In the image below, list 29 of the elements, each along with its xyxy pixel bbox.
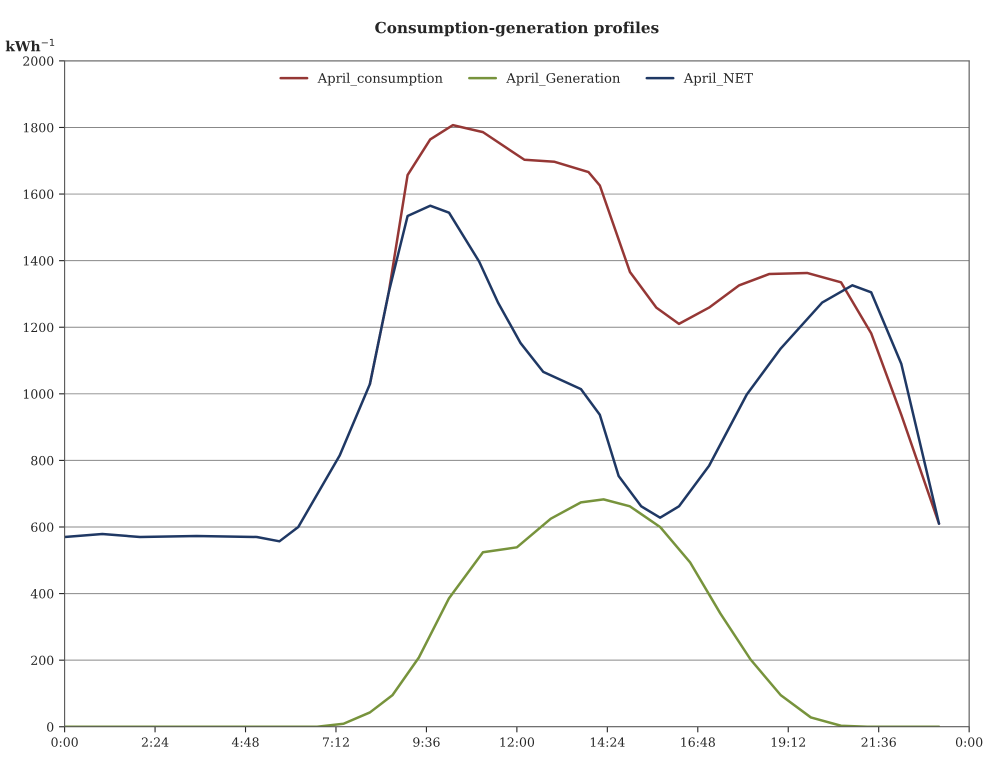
x-tick-label: 16:48 — [681, 737, 715, 747]
x-tick-label: 7:12 — [322, 737, 349, 747]
x-tick-label: 12:00 — [500, 737, 534, 747]
y-tick-label: 2000 — [23, 56, 54, 66]
x-tick-label: 4:48 — [232, 737, 259, 747]
legend-label: April_NET — [684, 72, 753, 86]
y-tick-label: 1200 — [24, 322, 54, 332]
x-tick-label: 21:36 — [862, 737, 896, 747]
y-tick-label: 400 — [30, 589, 54, 599]
x-tick-label: 2:24 — [142, 737, 168, 747]
y-tick-label: 600 — [31, 522, 54, 532]
legend-label: April_Generation — [506, 72, 620, 86]
line-series — [64, 498, 940, 727]
chart-title: Consumption-generation profiles — [375, 21, 659, 36]
y-tick-label: 1800 — [24, 122, 54, 132]
y-tick-label: 800 — [31, 456, 54, 466]
legend-label: April_consumption — [318, 72, 443, 86]
y-tick-label: 200 — [31, 656, 54, 666]
y-axis-title: kWh$^{−1}$ — [6, 38, 54, 52]
y-tick-label: 0 — [47, 722, 54, 732]
line-series — [64, 204, 940, 543]
x-tick-label: 14:24 — [590, 737, 625, 747]
y-tick-label: 1000 — [24, 389, 54, 399]
y-tick-label: 1600 — [24, 190, 54, 199]
x-tick-label: 9:36 — [413, 737, 440, 747]
x-tick-label: 0:00 — [956, 737, 982, 747]
x-tick-label: 19:12 — [772, 737, 806, 747]
x-tick-label: 0:00 — [51, 737, 78, 747]
y-tick-label: 1400 — [24, 256, 54, 266]
